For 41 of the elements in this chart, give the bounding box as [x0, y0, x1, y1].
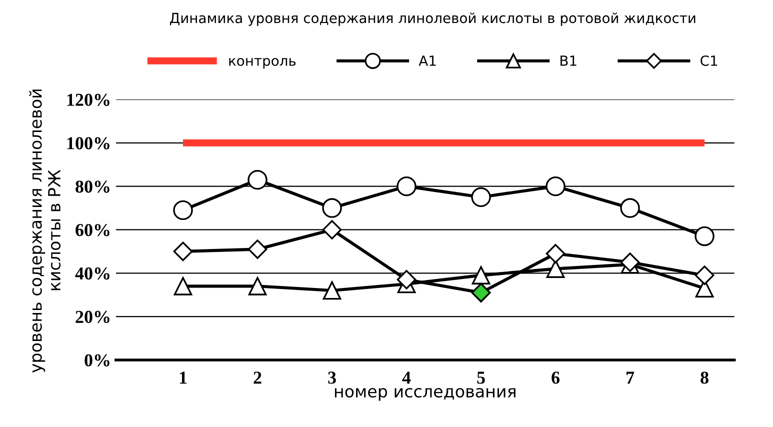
point: [322, 281, 342, 300]
x-tick-label: 3: [328, 372, 336, 384]
chart-title: Динамика уровня содержания линолевой кислоты в ротовой жидкости: [170, 12, 696, 26]
point: [322, 220, 342, 240]
point: [396, 270, 416, 290]
y-tick-label: 20%: [76, 310, 110, 324]
point: [546, 244, 566, 264]
x-tick-label: 1: [180, 372, 187, 384]
x-tick-label: 8: [700, 372, 708, 384]
point: [546, 260, 565, 278]
point: [620, 198, 640, 218]
x-tick-label: 6: [552, 372, 560, 384]
point: [546, 176, 566, 196]
point: [248, 276, 267, 296]
y-tick-label: 80%: [76, 180, 110, 193]
point: [396, 176, 416, 196]
x-axis-title: номер исследования: [334, 388, 516, 401]
point: [694, 266, 714, 285]
x-tick-label: 5: [477, 372, 485, 384]
point: [173, 200, 193, 220]
y-axis-title: уровень содержания линолевой кислоты в РЖ: [29, 90, 61, 373]
point: [174, 276, 192, 296]
y-tick-label: 120%: [67, 94, 110, 106]
y-tick-label: 100%: [67, 137, 110, 150]
x-tick-label: 2: [254, 372, 262, 384]
y-tick-label: 40%: [75, 267, 110, 280]
point: [322, 198, 342, 218]
point: [248, 240, 268, 259]
x-tick-label: 4: [402, 372, 411, 384]
x-tick-label: 7: [626, 372, 634, 384]
point: [472, 266, 490, 284]
y-tick-label: 60%: [76, 224, 110, 236]
point: [471, 187, 491, 208]
point: [694, 226, 714, 246]
y-tick-label: 0%: [84, 354, 110, 366]
legend-label: контроль: [229, 58, 296, 69]
legend-label: C1: [700, 55, 718, 66]
point: [248, 170, 268, 190]
legend-label: A1: [418, 56, 436, 66]
legend-label: B1: [560, 56, 576, 66]
point: [173, 242, 193, 262]
